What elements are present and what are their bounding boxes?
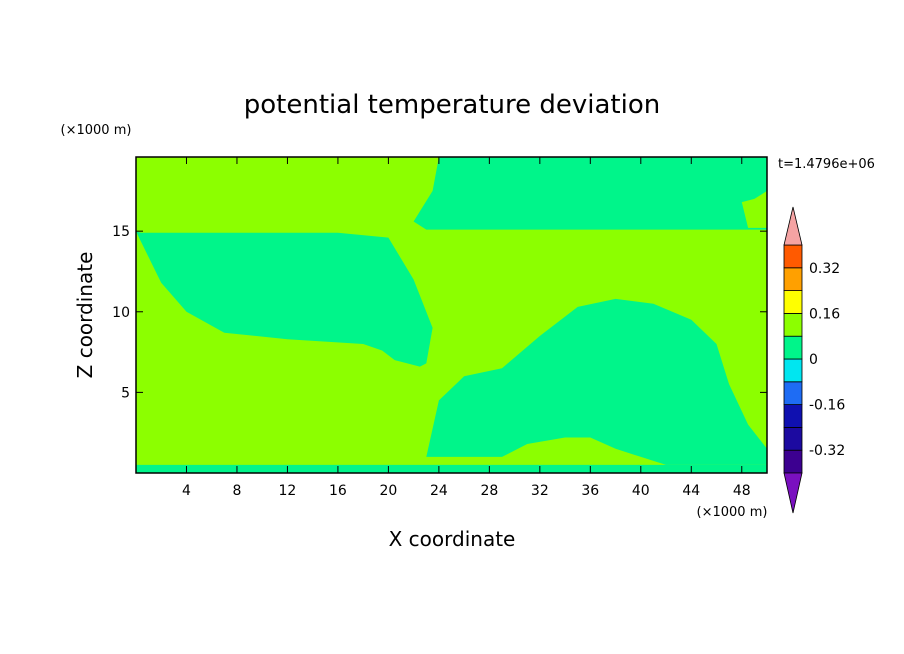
colorbar-segment xyxy=(783,335,803,360)
colorbar-tick-label: 0.32 xyxy=(809,261,840,277)
colorbar-over-arrow xyxy=(783,206,803,246)
y-tick-label: 15 xyxy=(112,224,130,240)
colorbar-tick-label: -0.16 xyxy=(809,398,845,414)
x-tick-label: 20 xyxy=(379,483,397,499)
time-label: t=1.4796e+06 xyxy=(778,157,875,172)
plot-frame xyxy=(135,156,768,474)
x-tick-label: 44 xyxy=(682,483,700,499)
x-tick-label: 48 xyxy=(733,483,751,499)
colorbar-segment xyxy=(783,358,803,383)
colorbar-segment xyxy=(783,290,803,314)
colorbar-tick-label: 0.16 xyxy=(809,306,840,322)
contour-region-lower-right-negative xyxy=(426,298,767,465)
contour-region-upper-left-negative xyxy=(136,231,433,367)
colorbar-tick-label: 0 xyxy=(809,352,818,368)
x-axis-unit: (×1000 m) xyxy=(697,505,768,520)
x-tick-label: 12 xyxy=(279,483,297,499)
chart-title: potential temperature deviation xyxy=(244,90,660,120)
contour-region-upper-right-negative xyxy=(413,157,767,230)
x-tick-label: 16 xyxy=(329,483,347,499)
colorbar-segment xyxy=(783,312,803,337)
x-tick-label: 32 xyxy=(531,483,549,499)
y-tick-label: 5 xyxy=(121,385,130,401)
colorbar-segment xyxy=(783,404,803,428)
colorbar-segment xyxy=(783,449,803,474)
colorbar-segment xyxy=(783,381,803,405)
y-tick-label: 10 xyxy=(112,305,130,321)
contour-region-bottom-strip xyxy=(136,464,767,473)
colorbar-tick-label: -0.32 xyxy=(809,443,845,459)
y-axis-unit: (×1000 m) xyxy=(61,123,132,138)
colorbar-segment xyxy=(783,426,803,451)
x-tick-label: 4 xyxy=(182,483,191,499)
colorbar-segment xyxy=(783,244,803,269)
x-tick-label: 40 xyxy=(632,483,650,499)
x-tick-label: 28 xyxy=(480,483,498,499)
x-tick-label: 8 xyxy=(232,483,241,499)
colorbar-segment xyxy=(783,267,803,291)
colorbar-under-arrow xyxy=(783,472,803,514)
x-tick-label: 36 xyxy=(581,483,599,499)
x-tick-label: 24 xyxy=(430,483,448,499)
colorbar: 0.32 0.16 0 -0.16 -0.32 xyxy=(783,206,845,514)
y-axis-label: Z coordinate xyxy=(73,252,97,379)
x-axis-label: X coordinate xyxy=(389,527,516,551)
